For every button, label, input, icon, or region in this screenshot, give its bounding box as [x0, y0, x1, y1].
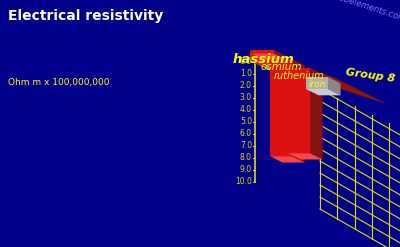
Text: 0.0: 0.0: [240, 58, 252, 66]
Polygon shape: [270, 59, 292, 156]
Polygon shape: [306, 77, 328, 89]
Text: www.webelements.com: www.webelements.com: [310, 0, 400, 24]
Text: 3.0: 3.0: [240, 94, 252, 103]
Text: hassium: hassium: [232, 53, 294, 66]
Polygon shape: [292, 59, 305, 163]
Polygon shape: [252, 54, 286, 60]
Text: 2.0: 2.0: [240, 82, 252, 90]
Text: 5.0: 5.0: [240, 118, 252, 126]
Text: 7.0: 7.0: [240, 142, 252, 150]
Text: 1.0: 1.0: [240, 69, 252, 79]
Polygon shape: [328, 77, 341, 95]
Text: 4.0: 4.0: [240, 105, 252, 115]
Text: Group 8: Group 8: [345, 67, 396, 84]
Polygon shape: [250, 50, 387, 104]
Text: 8.0: 8.0: [240, 153, 252, 163]
Text: 10.0: 10.0: [235, 178, 252, 186]
Text: 6.0: 6.0: [240, 129, 252, 139]
Polygon shape: [288, 68, 310, 153]
Polygon shape: [310, 68, 323, 160]
Polygon shape: [288, 153, 323, 160]
Polygon shape: [252, 50, 274, 54]
Polygon shape: [306, 89, 341, 95]
Polygon shape: [270, 156, 305, 163]
Text: Ohm m x 100,000,000: Ohm m x 100,000,000: [8, 78, 110, 86]
Text: 9.0: 9.0: [240, 165, 252, 174]
Polygon shape: [320, 89, 400, 247]
Polygon shape: [274, 50, 286, 60]
Text: iron: iron: [308, 80, 326, 89]
Text: Electrical resistivity: Electrical resistivity: [8, 9, 163, 23]
Polygon shape: [250, 50, 333, 89]
Text: osmium: osmium: [260, 62, 302, 72]
Text: ruthenium: ruthenium: [274, 71, 324, 81]
